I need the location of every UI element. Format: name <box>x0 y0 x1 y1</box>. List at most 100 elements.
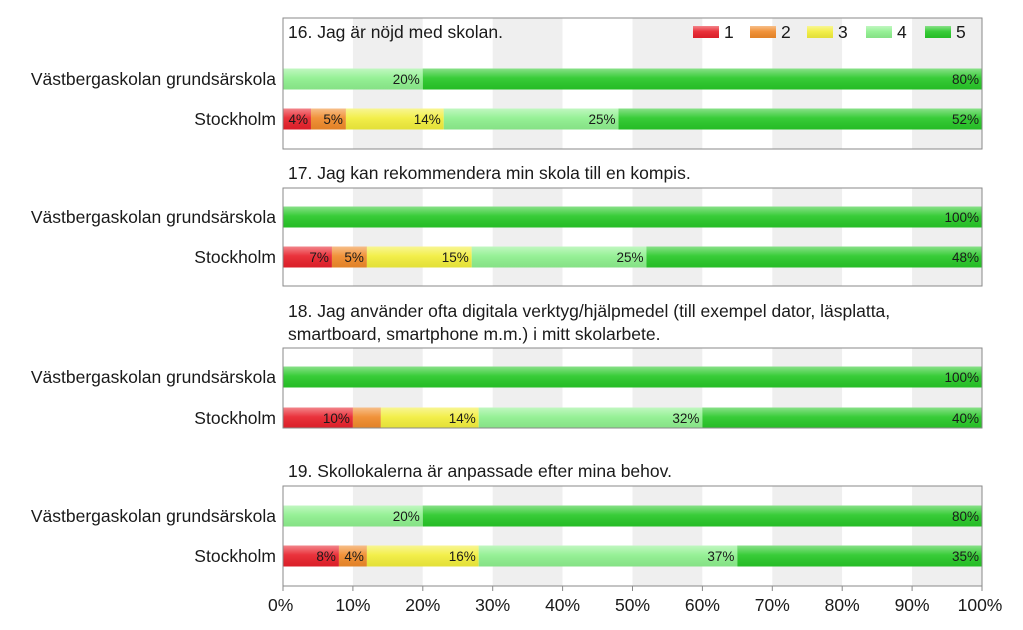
bar-gloss <box>366 545 479 567</box>
bar-gloss <box>478 407 703 429</box>
data-label: 20% <box>393 72 420 87</box>
bar-gloss <box>646 246 982 268</box>
chart-title: 17. Jag kan rekommendera min skola till … <box>288 163 691 183</box>
gridband <box>702 188 773 286</box>
bar-gloss <box>702 407 982 429</box>
bar-gloss <box>380 407 479 429</box>
bar-gloss <box>283 68 423 90</box>
gridband <box>842 486 913 586</box>
data-label: 32% <box>672 411 699 426</box>
bar-gloss <box>737 545 982 567</box>
legend-swatch-gloss <box>693 26 719 38</box>
data-label: 52% <box>952 112 979 127</box>
data-label: 100% <box>944 210 979 225</box>
category-label: Västbergaskolan grundsärskola <box>31 367 276 387</box>
bar-gloss <box>283 505 423 527</box>
category-label: Västbergaskolan grundsärskola <box>31 69 276 89</box>
gridband <box>352 188 423 286</box>
chart-title: 18. Jag använder ofta digitala verktyg/h… <box>288 301 890 321</box>
legend-swatch-gloss <box>866 26 892 38</box>
legend-swatch-gloss <box>750 26 776 38</box>
data-label: 80% <box>952 509 979 524</box>
bar-gloss <box>478 545 738 567</box>
gridband <box>352 486 423 586</box>
bar-gloss <box>283 545 339 567</box>
data-label: 14% <box>449 411 476 426</box>
data-label: 4% <box>344 549 364 564</box>
bar-gloss <box>471 246 647 268</box>
category-label: Stockholm <box>194 408 276 428</box>
x-tick-label: 50% <box>615 595 650 615</box>
bar-gloss <box>345 108 444 130</box>
legend-swatch-gloss <box>925 26 951 38</box>
gridband <box>492 486 563 586</box>
category-label: Västbergaskolan grundsärskola <box>31 506 276 526</box>
data-label: 7% <box>309 250 329 265</box>
gridband <box>422 486 493 586</box>
legend-swatch-gloss <box>807 26 833 38</box>
gridband <box>422 188 493 286</box>
x-tick-label: 30% <box>475 595 510 615</box>
data-label: 37% <box>707 549 734 564</box>
bar-gloss <box>422 68 982 90</box>
legend-label: 1 <box>724 22 734 42</box>
gridband <box>283 188 353 286</box>
legend-label: 4 <box>897 22 907 42</box>
chart-title: smartboard, smartphone m.m.) i mitt skol… <box>288 324 660 344</box>
data-label: 16% <box>449 549 476 564</box>
bar-gloss <box>618 108 982 130</box>
data-label: 100% <box>944 370 979 385</box>
gridband <box>632 486 703 586</box>
bar-gloss <box>283 206 982 228</box>
bar-gloss <box>443 108 619 130</box>
data-label: 10% <box>323 411 350 426</box>
data-label: 15% <box>442 250 469 265</box>
gridband <box>772 188 843 286</box>
x-tick-label: 20% <box>405 595 440 615</box>
chart-title: 16. Jag är nöjd med skolan. <box>288 22 503 42</box>
x-tick-label: 70% <box>755 595 790 615</box>
x-tick-label: 60% <box>685 595 720 615</box>
panel-frame <box>282 17 983 150</box>
x-tick-label: 80% <box>825 595 860 615</box>
gridband <box>632 188 703 286</box>
data-label: 5% <box>323 112 343 127</box>
x-tick-label: 0% <box>268 595 293 615</box>
data-label: 4% <box>288 112 308 127</box>
chart-title: 19. Skollokalerna är anpassade efter min… <box>288 461 672 481</box>
gridband <box>283 486 353 586</box>
bar-gloss <box>422 505 982 527</box>
data-label: 20% <box>393 509 420 524</box>
data-label: 25% <box>588 112 615 127</box>
x-tick-label: 100% <box>958 595 1003 615</box>
bar-gloss <box>366 246 472 268</box>
gridband <box>772 486 843 586</box>
gridband <box>912 486 982 586</box>
data-label: 48% <box>952 250 979 265</box>
gridband <box>492 188 563 286</box>
x-tick-label: 10% <box>335 595 370 615</box>
data-label: 14% <box>414 112 441 127</box>
category-label: Stockholm <box>194 247 276 267</box>
bar-gloss <box>352 407 381 429</box>
bar-gloss <box>338 545 367 567</box>
data-label: 35% <box>952 549 979 564</box>
bar-gloss <box>283 246 332 268</box>
bar-gloss <box>310 108 346 130</box>
panel-frame <box>282 347 983 429</box>
gridband <box>912 188 982 286</box>
bar-gloss <box>283 407 353 429</box>
gridband <box>562 486 633 586</box>
data-label: 8% <box>316 549 336 564</box>
data-label: 5% <box>344 250 364 265</box>
data-label: 25% <box>616 250 643 265</box>
x-tick-label: 90% <box>895 595 930 615</box>
data-label: 80% <box>952 72 979 87</box>
x-tick-label: 40% <box>545 595 580 615</box>
category-label: Stockholm <box>194 109 276 129</box>
gridband <box>562 188 633 286</box>
category-label: Västbergaskolan grundsärskola <box>31 207 276 227</box>
panel-frame <box>282 187 983 287</box>
